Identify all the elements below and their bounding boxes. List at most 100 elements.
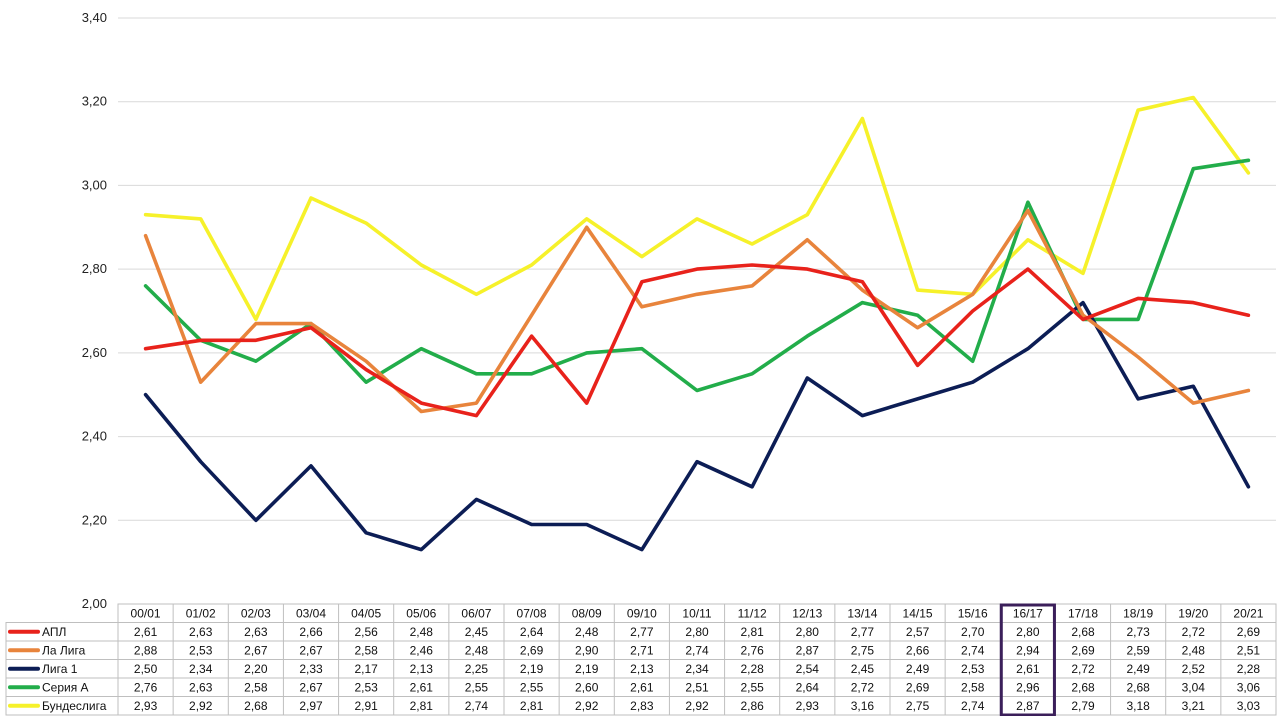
x-tick-label: 03/04: [296, 606, 326, 620]
data-label: 2,34: [685, 662, 709, 676]
y-tick-label: 2,80: [82, 261, 107, 276]
y-tick-label: 3,20: [82, 94, 107, 109]
data-label: 2,67: [244, 643, 268, 657]
data-label: 2,51: [685, 680, 709, 694]
data-label: 2,83: [630, 699, 654, 713]
series-line: [143, 263, 1251, 418]
data-label: 2,90: [575, 643, 599, 657]
data-label: 2,66: [906, 643, 930, 657]
series-line: [143, 300, 1251, 552]
data-label: 2,45: [851, 662, 875, 676]
data-label: 2,13: [630, 662, 654, 676]
data-label: 2,63: [189, 680, 213, 694]
data-label: 2,75: [906, 699, 930, 713]
x-tick-label: 07/08: [517, 606, 547, 620]
data-label: 3,06: [1237, 680, 1261, 694]
data-label: 2,87: [1016, 699, 1040, 713]
series-lines: [143, 95, 1251, 552]
data-label: 2,77: [851, 625, 875, 639]
data-label: 2,49: [906, 662, 930, 676]
y-tick-label: 2,40: [82, 429, 107, 444]
y-tick-label: 3,40: [82, 10, 107, 25]
data-label: 2,55: [465, 680, 489, 694]
data-label: 3,21: [1182, 699, 1206, 713]
data-label: 2,80: [1016, 625, 1040, 639]
data-label: 2,91: [354, 699, 378, 713]
data-label: 2,17: [354, 662, 378, 676]
data-label: 2,64: [520, 625, 544, 639]
data-label: 2,80: [796, 625, 820, 639]
data-label: 2,72: [1071, 662, 1095, 676]
data-label: 2,64: [796, 680, 820, 694]
x-tick-label: 20/21: [1233, 606, 1263, 620]
data-label: 2,53: [189, 643, 213, 657]
x-tick-label: 12/13: [792, 606, 822, 620]
data-label: 2,81: [520, 699, 544, 713]
data-label: 2,20: [244, 662, 268, 676]
grid-lines: [118, 17, 1276, 521]
x-tick-label: 05/06: [406, 606, 436, 620]
data-label: 2,74: [685, 643, 709, 657]
data-label: 2,19: [575, 662, 599, 676]
x-tick-label: 11/12: [738, 606, 767, 620]
x-tick-label: 04/05: [351, 606, 381, 620]
legend-label: Бундеслига: [42, 699, 107, 713]
y-axis-ticks: 2,00 2,20 2,40 2,60 2,80 3,00 3,20 3,40: [82, 10, 107, 611]
y-tick-label: 2,20: [82, 512, 107, 527]
x-tick-label: 09/10: [627, 606, 657, 620]
data-label: 2,61: [1016, 662, 1040, 676]
data-label: 2,68: [244, 699, 268, 713]
data-label: 3,18: [1126, 699, 1150, 713]
data-label: 2,71: [630, 643, 654, 657]
data-label: 2,61: [134, 625, 158, 639]
series-line: [143, 95, 1251, 322]
data-label: 2,93: [134, 699, 158, 713]
data-label: 2,57: [906, 625, 930, 639]
data-label: 2,48: [575, 625, 599, 639]
data-label: 2,96: [1016, 680, 1040, 694]
data-label: 2,97: [299, 699, 323, 713]
x-tick-label: 01/02: [186, 606, 216, 620]
data-label: 2,74: [961, 643, 985, 657]
data-label: 2,60: [575, 680, 599, 694]
data-table: 00/01 01/02 02/03 03/04 04/05 05/06 06/07 07/08…: [5, 603, 1277, 716]
x-tick-label: 16/17: [1013, 606, 1043, 620]
data-label: 2,59: [1126, 643, 1150, 657]
data-label: 2,48: [410, 625, 434, 639]
data-label: 3,03: [1237, 699, 1261, 713]
data-label: 2,74: [961, 699, 985, 713]
data-label: 2,25: [465, 662, 489, 676]
data-label: 2,58: [244, 680, 268, 694]
data-label: 2,81: [410, 699, 434, 713]
data-label: 2,53: [354, 680, 378, 694]
data-label: 2,69: [906, 680, 930, 694]
y-tick-label: 3,00: [82, 177, 107, 192]
data-label: 3,16: [851, 699, 875, 713]
data-label: 3,04: [1182, 680, 1206, 694]
data-label: 2,63: [244, 625, 268, 639]
data-label: 2,72: [1182, 625, 1206, 639]
data-label: 2,67: [299, 643, 323, 657]
data-label: 2,48: [1182, 643, 1206, 657]
data-label: 2,19: [520, 662, 544, 676]
data-label: 2,67: [299, 680, 323, 694]
x-tick-label: 00/01: [131, 606, 161, 620]
data-label: 2,28: [1237, 662, 1261, 676]
highlight-column: [999, 603, 1056, 716]
data-label: 2,58: [354, 643, 378, 657]
data-label: 2,79: [1071, 699, 1095, 713]
data-label: 2,74: [465, 699, 489, 713]
data-label: 2,49: [1126, 662, 1150, 676]
legend-label: Серия А: [42, 680, 89, 694]
data-label: 2,73: [1126, 625, 1150, 639]
highlight-box: [999, 603, 1056, 716]
data-label: 2,76: [740, 643, 764, 657]
data-label: 2,69: [520, 643, 544, 657]
data-label: 2,68: [1071, 625, 1095, 639]
data-label: 2,75: [851, 643, 875, 657]
data-label: 2,69: [1237, 625, 1261, 639]
x-tick-label: 14/15: [903, 606, 933, 620]
data-label: 2,93: [796, 699, 820, 713]
data-label: 2,13: [410, 662, 434, 676]
